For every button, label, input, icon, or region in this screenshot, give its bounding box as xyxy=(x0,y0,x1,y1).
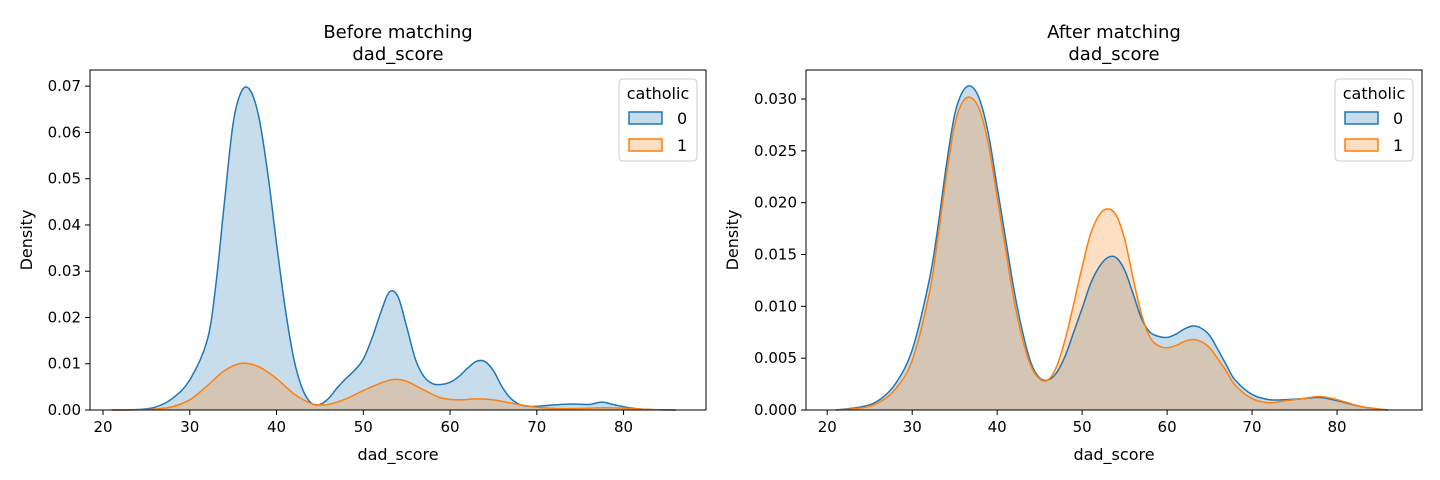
y-axis-label: Density xyxy=(723,210,742,271)
legend-label-1: 1 xyxy=(1393,136,1403,155)
legend-swatch-1 xyxy=(1344,138,1379,152)
density-line-1 xyxy=(835,96,1389,411)
y-tick-label: 0.025 xyxy=(754,142,797,160)
x-tick-label: 30 xyxy=(903,418,922,436)
density-area-1 xyxy=(111,363,676,410)
y-tick-label: 0.02 xyxy=(48,308,81,326)
y-axis-ticks: 0.00 0.01 0.02 0.03 0.04 0.05 0.06 0.07 xyxy=(48,77,90,419)
density-area-0 xyxy=(111,87,676,410)
x-tick-label: 20 xyxy=(818,418,837,436)
y-tick-label: 0.015 xyxy=(754,246,797,264)
legend-label-1: 1 xyxy=(677,136,687,155)
x-tick-label: 80 xyxy=(614,418,633,436)
chart-subtitle: dad_score xyxy=(1068,44,1159,65)
chart-title: After matching xyxy=(1047,22,1181,43)
density-line-0 xyxy=(835,85,1389,411)
x-tick-label: 50 xyxy=(1073,418,1092,436)
y-axis-label: Density xyxy=(17,210,36,271)
legend-label-0: 0 xyxy=(1393,109,1403,128)
x-tick-label: 80 xyxy=(1327,418,1346,436)
x-tick-label: 60 xyxy=(1158,418,1177,436)
y-tick-label: 0.05 xyxy=(48,170,81,188)
y-axis-ticks: 0.000 0.005 0.010 0.015 0.020 0.025 0.030 xyxy=(754,90,806,419)
x-axis-ticks: 20 30 40 50 60 70 80 xyxy=(93,410,633,436)
x-tick-label: 60 xyxy=(441,418,460,436)
x-axis-label: dad_score xyxy=(1073,445,1154,465)
axes-frame xyxy=(805,69,1423,411)
chart-subtitle: dad_score xyxy=(352,44,443,65)
x-tick-label: 40 xyxy=(267,418,286,436)
legend-box xyxy=(618,78,698,162)
x-tick-label: 50 xyxy=(354,418,373,436)
density-area-1 xyxy=(835,97,1389,411)
y-tick-label: 0.03 xyxy=(48,262,81,280)
y-tick-label: 0.00 xyxy=(48,401,81,419)
y-tick-label: 0.010 xyxy=(754,297,797,315)
y-tick-label: 0.01 xyxy=(48,355,81,373)
y-tick-label: 0.04 xyxy=(48,216,81,234)
legend-swatch-1 xyxy=(628,138,663,152)
y-tick-label: 0.06 xyxy=(48,123,81,141)
legend: catholic 0 1 xyxy=(1334,78,1414,162)
density-area-0 xyxy=(835,85,1389,410)
plot-area xyxy=(111,86,676,411)
y-tick-label: 0.030 xyxy=(754,90,797,108)
legend-swatch-0 xyxy=(628,111,663,125)
y-tick-label: 0.020 xyxy=(754,194,797,212)
axes-frame xyxy=(89,69,707,411)
after-matching-chart: After matching dad_score 20 30 40 50 60 70 80 … xyxy=(723,22,1423,465)
legend-title: catholic xyxy=(627,84,690,103)
legend-title: catholic xyxy=(1343,84,1406,103)
density-line-1 xyxy=(111,362,676,411)
before-matching-chart: Before matching dad_score 20 30 40 50 60 70 80… xyxy=(17,22,707,465)
legend-box xyxy=(1334,78,1414,162)
y-tick-label: 0.005 xyxy=(754,349,797,367)
chart-title: Before matching xyxy=(323,22,472,43)
y-tick-label: 0.000 xyxy=(754,401,797,419)
y-tick-label: 0.07 xyxy=(48,77,81,95)
legend-label-0: 0 xyxy=(677,109,687,128)
x-tick-label: 70 xyxy=(527,418,546,436)
legend: catholic 0 1 xyxy=(618,78,698,162)
x-tick-label: 20 xyxy=(93,418,112,436)
x-tick-label: 30 xyxy=(180,418,199,436)
plot-area xyxy=(835,85,1389,411)
x-axis-ticks: 20 30 40 50 60 70 80 xyxy=(818,410,1347,436)
legend-swatch-0 xyxy=(1344,111,1379,125)
x-axis-label: dad_score xyxy=(357,445,438,465)
x-tick-label: 70 xyxy=(1243,418,1262,436)
x-tick-label: 40 xyxy=(988,418,1007,436)
